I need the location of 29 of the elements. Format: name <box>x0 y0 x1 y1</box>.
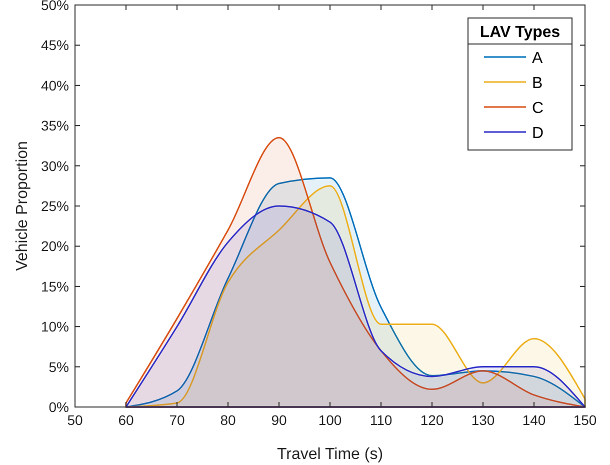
x-tick-label: 120 <box>420 412 444 428</box>
x-tick-label: 150 <box>573 412 597 428</box>
y-tick-label: 50% <box>40 0 69 13</box>
x-tick-label: 60 <box>118 412 134 428</box>
x-tick-label: 140 <box>522 412 546 428</box>
x-axis-title: Travel Time (s) <box>276 446 384 463</box>
x-tick-label: 110 <box>370 412 392 428</box>
y-tick-label: 25% <box>40 198 69 214</box>
legend-label: B <box>532 75 543 92</box>
y-tick-label: 35% <box>40 118 69 134</box>
y-tick-label: 30% <box>40 158 69 174</box>
y-tick-label: 20% <box>40 238 69 254</box>
y-tick-label: 5% <box>48 358 69 375</box>
y-tick-label: 45% <box>40 37 69 54</box>
y-axis-title: Vehicle Proportion <box>14 141 31 271</box>
x-tick-label: 50 <box>67 412 83 428</box>
y-tick-label: 0% <box>48 399 69 415</box>
x-tick-label: 80 <box>220 412 236 428</box>
x-tick-label: 100 <box>318 412 342 428</box>
legend-title: LAV Types <box>480 24 560 41</box>
x-tick-label: 70 <box>169 412 185 428</box>
y-tick-label: 40% <box>40 77 69 94</box>
legend-label: C <box>532 100 544 117</box>
x-tick-label: 90 <box>271 412 287 428</box>
y-tick-label: 10% <box>40 318 69 335</box>
legend-label: D <box>532 125 544 142</box>
y-tick-label: 15% <box>40 278 69 294</box>
legend-label: A <box>532 50 543 67</box>
x-tick-label: 130 <box>471 412 495 428</box>
